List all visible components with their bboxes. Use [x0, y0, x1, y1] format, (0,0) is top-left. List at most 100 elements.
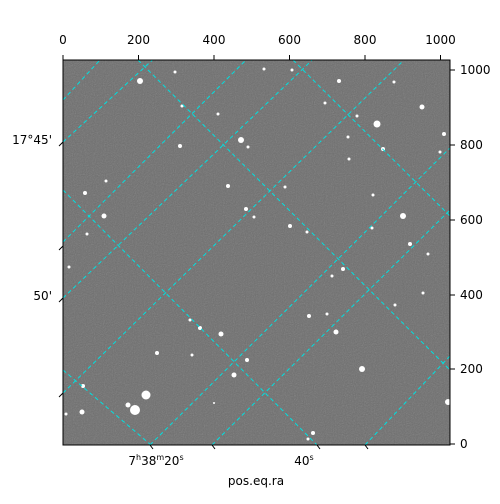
star [245, 358, 249, 362]
star-field [64, 67, 450, 441]
right-tick-label: 0 [460, 437, 468, 451]
star [307, 314, 311, 318]
star [262, 67, 266, 71]
star [346, 135, 350, 139]
star [141, 390, 151, 400]
grid-line [63, 189, 318, 445]
grid-line [63, 60, 405, 394]
tick-mark [58, 392, 64, 398]
star [180, 104, 184, 108]
star [178, 144, 182, 148]
axis-ticks [58, 55, 455, 450]
tick-mark [149, 444, 154, 450]
star [355, 114, 359, 118]
sky-background [63, 60, 450, 445]
star [442, 132, 446, 136]
star [392, 80, 396, 84]
star [333, 329, 339, 335]
star [130, 405, 140, 415]
top-tick-label: 600 [278, 33, 301, 47]
tick-mark [364, 444, 369, 450]
star [252, 215, 256, 219]
star [306, 437, 310, 441]
x-axis-label: pos.eq.ra [227, 474, 285, 488]
star [408, 242, 412, 246]
star [83, 191, 87, 195]
grid-line [63, 60, 313, 299]
tick-mark [58, 245, 64, 251]
right-tick-label: 200 [460, 362, 483, 376]
star [283, 185, 287, 189]
right-tick-label: 1000 [460, 63, 491, 77]
star [244, 207, 248, 211]
star [290, 68, 294, 72]
star [67, 265, 71, 269]
right-tick-label: 800 [460, 138, 483, 152]
star [400, 213, 406, 219]
star [190, 353, 194, 357]
dec-tick-label: 17°45' [12, 133, 52, 147]
right-tick-label: 600 [460, 213, 483, 227]
star [137, 78, 143, 84]
star [155, 351, 159, 355]
star [438, 150, 442, 154]
star [330, 274, 334, 278]
star [125, 402, 131, 408]
star [226, 184, 230, 188]
star [359, 366, 365, 372]
star [370, 226, 374, 230]
grid-line [63, 369, 152, 445]
top-tick-label: 0 [59, 33, 67, 47]
star [85, 232, 89, 236]
right-tick-label: 400 [460, 288, 483, 302]
star [325, 312, 329, 316]
star [347, 157, 351, 161]
star [188, 318, 192, 322]
star [393, 303, 397, 307]
dec-tick-label: 50' [33, 289, 52, 303]
star [218, 331, 224, 337]
star [445, 399, 450, 405]
top-tick-label: 200 [127, 33, 150, 47]
plot-frame [62, 59, 451, 446]
star [216, 112, 220, 116]
star [311, 431, 315, 435]
top-tick-label: 800 [353, 33, 377, 47]
star [246, 145, 250, 149]
star [337, 79, 341, 83]
tick-mark [316, 444, 321, 450]
star [79, 409, 85, 415]
star [426, 252, 430, 256]
grid-line [137, 60, 450, 371]
tick-mark [211, 444, 216, 450]
star [238, 137, 244, 143]
star [198, 326, 202, 330]
star [64, 412, 68, 416]
ra-tick-label: 40s [294, 453, 314, 468]
star [341, 267, 345, 271]
grid-line [63, 60, 247, 243]
star [231, 372, 237, 378]
star [373, 120, 381, 128]
grid-line [63, 60, 101, 101]
coordinate-grid [63, 60, 450, 445]
ra-tick-label: 7h38m20s [128, 453, 184, 468]
star [81, 384, 85, 388]
star [173, 70, 177, 74]
tick-mark [58, 141, 64, 147]
grid-line [149, 147, 450, 445]
star [371, 193, 375, 197]
top-tick-label: 400 [202, 33, 226, 47]
star [104, 179, 108, 183]
star [213, 402, 215, 404]
star [101, 213, 107, 219]
grid-line [63, 60, 154, 143]
star [305, 230, 309, 234]
star [288, 224, 292, 228]
star [419, 104, 425, 110]
top-tick-label: 1000 [425, 33, 456, 47]
tick-mark [58, 297, 64, 303]
grid-line [292, 60, 450, 217]
